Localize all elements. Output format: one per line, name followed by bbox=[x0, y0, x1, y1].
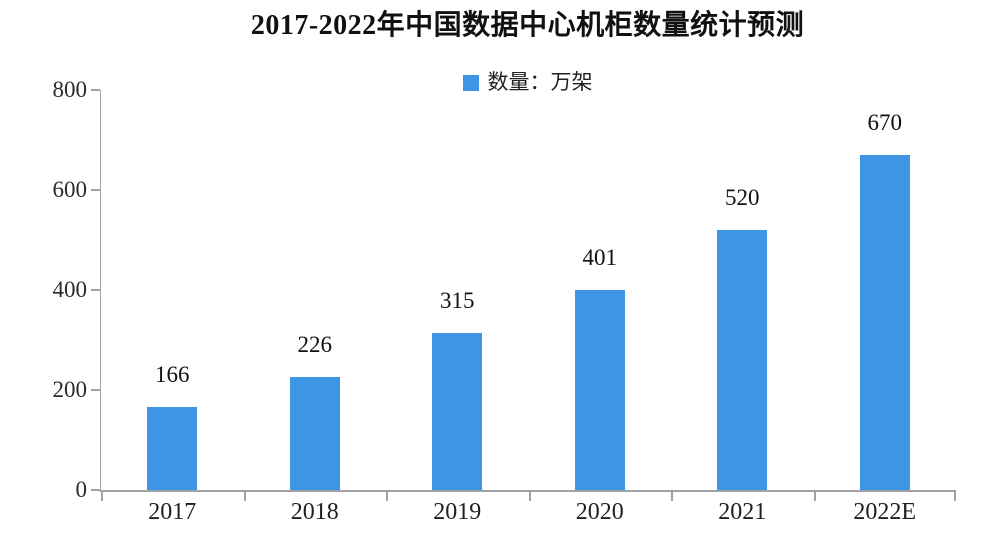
y-axis-tick bbox=[91, 189, 100, 191]
bar-2017 bbox=[147, 407, 198, 490]
bar-2020 bbox=[574, 289, 625, 490]
legend-swatch-icon bbox=[462, 75, 479, 91]
x-axis-category-label: 2019 bbox=[433, 499, 482, 525]
x-axis-category-label: 2021 bbox=[718, 499, 767, 525]
bar-2022E bbox=[859, 155, 910, 490]
bar-value-label: 226 bbox=[297, 332, 333, 357]
y-axis-tick-label: 400 bbox=[52, 277, 88, 302]
x-axis-category-label: 2022E bbox=[853, 499, 917, 525]
bar-value-label: 670 bbox=[867, 110, 903, 135]
x-axis-category-label: 2017 bbox=[148, 499, 197, 525]
bar-value-label: 401 bbox=[582, 244, 618, 270]
bar-value-label: 166 bbox=[155, 362, 190, 387]
y-axis-tick bbox=[91, 89, 100, 91]
bar-value-label: 315 bbox=[440, 287, 475, 313]
y-axis-tick-label: 600 bbox=[52, 177, 88, 202]
x-axis-category-label: 2018 bbox=[290, 499, 339, 525]
y-axis-tick bbox=[91, 489, 100, 491]
x-axis-tick bbox=[954, 492, 956, 501]
legend: 数量：万架 bbox=[100, 72, 955, 94]
x-axis-tick bbox=[671, 492, 673, 501]
bar-2018 bbox=[289, 377, 340, 490]
y-axis-tick bbox=[91, 389, 100, 391]
plot-area: 0 200 400 600 800 166 2017 226 2018 315 2019 401 202… bbox=[53, 78, 956, 525]
x-axis-tick bbox=[386, 492, 388, 501]
x-axis-tick bbox=[813, 492, 816, 501]
bar-value-label: 520 bbox=[725, 185, 760, 210]
y-axis-tick-label: 200 bbox=[52, 377, 88, 402]
legend-label: 数量：万架 bbox=[487, 71, 593, 94]
x-axis-category-label: 2020 bbox=[575, 499, 624, 525]
chart-title: 2017-2022年中国数据中心机柜数量统计预测 bbox=[250, 10, 805, 41]
x-axis-tick bbox=[243, 492, 246, 501]
bar-2021 bbox=[717, 230, 768, 490]
x-axis-tick bbox=[101, 492, 103, 501]
bar-2019 bbox=[432, 332, 483, 490]
y-axis-tick-label: 800 bbox=[52, 77, 88, 102]
x-axis-tick bbox=[528, 492, 531, 501]
y-axis-tick bbox=[91, 289, 100, 291]
y-axis-tick-label: 0 bbox=[75, 477, 88, 502]
